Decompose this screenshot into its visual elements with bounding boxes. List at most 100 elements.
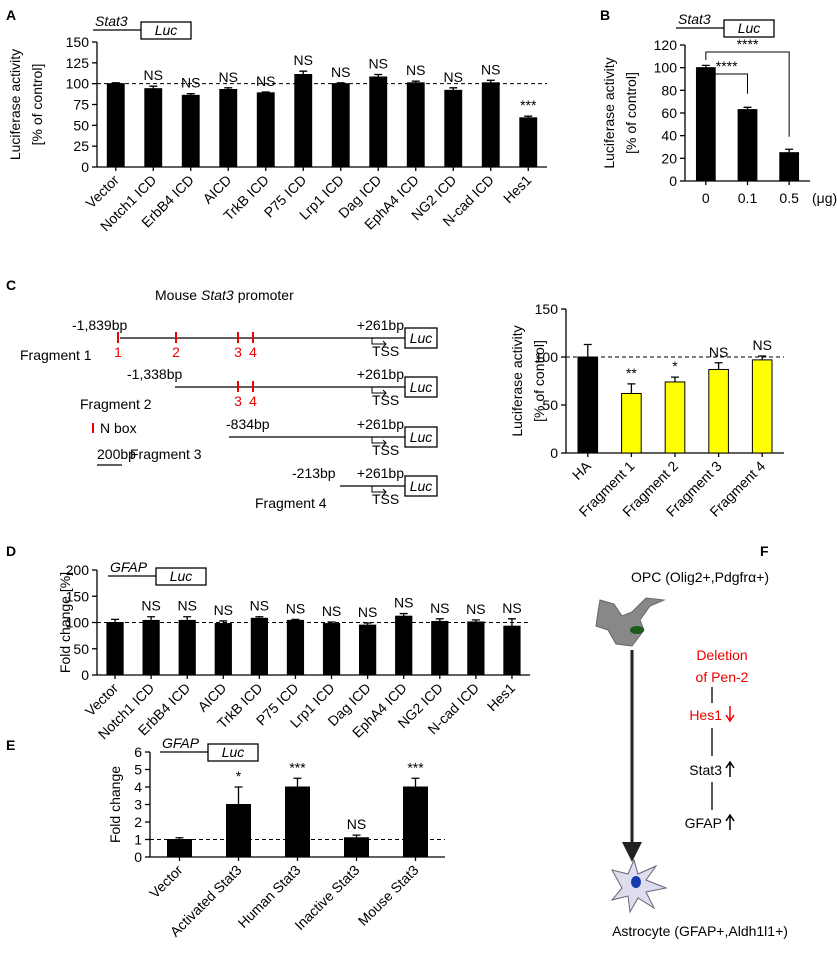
panel-label: F: [760, 543, 769, 559]
significance-label: NS: [214, 602, 233, 618]
significance-label: NS: [406, 62, 425, 78]
fragment-start: -1,839bp: [72, 317, 127, 333]
reporter-box: [404, 475, 438, 497]
bar: [359, 624, 377, 676]
bar: [444, 89, 463, 168]
reporter-label: Luc: [410, 379, 433, 395]
construct-box: [723, 19, 775, 38]
n-box-number: 3: [234, 344, 242, 360]
y-tick-label: 0: [669, 173, 677, 189]
y-tick-label: 125: [66, 55, 90, 71]
y-tick-label: 75: [73, 97, 89, 113]
bar: [226, 804, 251, 858]
bar: [178, 619, 196, 676]
y-tick-label: 1: [134, 832, 142, 848]
significance-label: *: [672, 358, 678, 374]
tss-arrow: [371, 387, 387, 397]
n-box-number: 2: [172, 344, 180, 360]
y-tick-label: 100: [535, 349, 559, 365]
x-tick-label: Vector: [146, 862, 186, 902]
x-tick-label: AICD: [199, 172, 234, 207]
construct-box: [140, 21, 192, 40]
construct-gene: Stat3: [678, 11, 711, 27]
significance-label: NS: [322, 603, 341, 619]
significance-label: NS: [347, 816, 366, 832]
error-bar: [299, 70, 308, 75]
legend-label: N box: [100, 420, 137, 436]
error-bar: [471, 619, 480, 622]
y-axis-label: Fold change [%]: [57, 572, 73, 673]
error-bar: [785, 148, 794, 153]
bar: [664, 381, 686, 454]
tss-label: TSS: [372, 392, 399, 408]
error-bar: [111, 618, 120, 623]
up-arrow: [725, 760, 735, 777]
x-tick-label: Hes1: [500, 172, 535, 207]
significance-label: NS: [369, 56, 388, 72]
fragment-start: -1,338bp: [127, 366, 182, 382]
significance-label: ***: [407, 759, 424, 775]
opc-nucleus: [630, 626, 644, 634]
error-bar: [149, 85, 158, 89]
tss-label: TSS: [372, 491, 399, 507]
significance-label: NS: [144, 67, 163, 83]
bar: [250, 617, 268, 676]
error-bar: [261, 91, 270, 93]
bar: [695, 67, 716, 182]
significance-label: NS: [177, 598, 196, 614]
y-tick-label: 60: [661, 105, 677, 121]
bar: [708, 368, 729, 454]
error-bar: [411, 777, 420, 787]
bar: [106, 83, 125, 168]
error-bar: [219, 620, 228, 624]
error-bar: [293, 777, 302, 787]
fragment-end: +261bp: [357, 416, 404, 432]
bar: [737, 109, 758, 182]
bar: [142, 619, 160, 676]
y-axis-label: [% of control]: [623, 72, 639, 154]
error-bar: [224, 87, 233, 90]
panel-label: A: [6, 7, 16, 23]
y-tick-label: 50: [542, 397, 558, 413]
y-tick-label: 0: [81, 159, 89, 175]
significance-label: NS: [481, 61, 500, 77]
reporter-box: [404, 327, 438, 349]
n-box-number: 3: [234, 393, 242, 409]
y-tick-label: 3: [134, 797, 142, 813]
y-tick-label: 100: [654, 60, 678, 76]
error-bar: [336, 82, 345, 84]
y-tick-label: 6: [134, 744, 142, 760]
error-bar: [524, 115, 533, 118]
fragment-end: +261bp: [357, 465, 404, 481]
y-tick-label: 40: [661, 128, 677, 144]
significance-label: NS: [141, 598, 160, 614]
error-bar: [327, 621, 336, 624]
bar: [577, 356, 599, 454]
panel-label: B: [600, 7, 610, 23]
construct-reporter: Luc: [170, 568, 193, 584]
error-bar: [714, 362, 723, 370]
tss-arrow: [371, 437, 387, 447]
construct-box: [207, 743, 259, 762]
significance-label: NS: [752, 337, 771, 353]
significance-label: ***: [289, 759, 306, 775]
bar: [219, 89, 238, 168]
significance-bracket: [705, 51, 790, 137]
cascade-label: GFAP: [685, 815, 722, 831]
y-tick-label: 2: [134, 814, 142, 830]
error-bar: [147, 616, 156, 621]
y-tick-label: 80: [661, 82, 677, 98]
error-bar: [363, 622, 372, 626]
title-gene: Stat3: [201, 287, 234, 303]
y-tick-label: 100: [66, 615, 90, 631]
bar: [106, 622, 124, 676]
x-tick-label: Mouse Stat3: [355, 862, 422, 929]
bar: [322, 623, 341, 676]
fragment-name: Fragment 1: [20, 347, 92, 363]
fragment-name: Fragment 2: [80, 396, 152, 412]
x-tick-label: 0.1: [738, 190, 758, 206]
significance-label: NS: [294, 52, 313, 68]
x-tick-label: 0.5: [779, 190, 799, 206]
bar: [467, 621, 485, 676]
